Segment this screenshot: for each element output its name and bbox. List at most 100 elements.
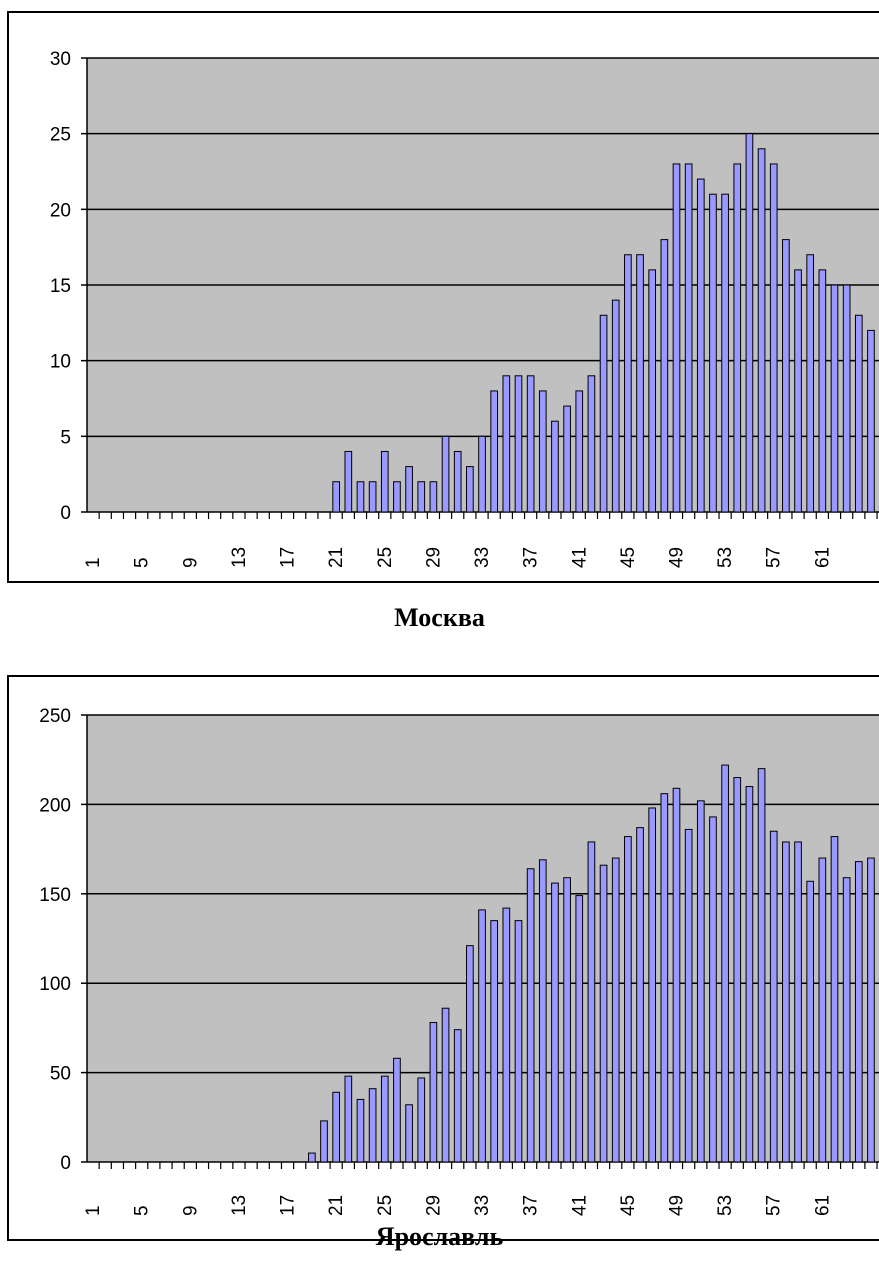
yaroslavl-bar <box>842 877 851 1163</box>
moscow-bar <box>575 390 584 513</box>
yaroslavl-y-tick-label: 250 <box>39 706 71 727</box>
yaroslavl-y-tick-label: 200 <box>39 795 71 816</box>
yaroslavl-x-tick-label: 45 <box>618 1195 639 1216</box>
yaroslavl-bar <box>696 800 705 1163</box>
moscow-bar <box>526 375 535 513</box>
moscow-x-tick-label: 21 <box>326 547 347 568</box>
moscow-bar <box>806 254 815 513</box>
moscow-bar <box>453 450 462 513</box>
yaroslavl-bar <box>648 807 657 1163</box>
moscow-x-tick-label: 49 <box>666 547 687 568</box>
yaroslavl-bar <box>611 857 620 1163</box>
moscow-bar <box>648 269 657 513</box>
moscow-x-tick-label: 61 <box>812 547 833 568</box>
moscow-x-tick-label: 45 <box>618 547 639 568</box>
moscow-bar <box>842 284 851 513</box>
yaroslavl-x-tick-label: 21 <box>326 1195 347 1216</box>
moscow-bar <box>429 481 438 513</box>
moscow-bar <box>794 269 802 513</box>
yaroslavl-bar <box>466 945 474 1163</box>
yaroslavl-bar <box>660 793 669 1163</box>
moscow-bar <box>344 450 353 513</box>
moscow-y-tick-label: 0 <box>60 503 71 524</box>
moscow-bar <box>599 314 608 513</box>
yaroslavl-bar <box>526 868 535 1163</box>
yaroslavl-bar <box>502 907 511 1163</box>
moscow-bar <box>745 133 754 513</box>
moscow-bar <box>538 390 547 513</box>
yaroslavl-bar <box>636 827 644 1163</box>
yaroslavl-bar <box>818 857 827 1163</box>
moscow-bar <box>733 163 742 513</box>
yaroslavl-bar <box>672 787 681 1163</box>
moscow-x-tick-label: 1 <box>83 557 104 568</box>
yaroslavl-bar <box>794 841 802 1163</box>
yaroslavl-bar <box>332 1091 341 1163</box>
moscow-x-tick-label: 33 <box>472 547 493 568</box>
moscow-bar <box>332 481 341 513</box>
yaroslavl-bar <box>368 1088 377 1163</box>
yaroslavl-bar <box>733 777 742 1163</box>
yaroslavl-bar <box>599 864 608 1163</box>
yaroslavl-x-tick-label: 61 <box>812 1195 833 1216</box>
yaroslavl-bar <box>538 859 547 1163</box>
moscow-bar <box>514 375 523 513</box>
moscow-x-tick-label: 37 <box>521 547 542 568</box>
moscow-bar <box>587 375 596 513</box>
yaroslavl-bar <box>441 1007 450 1163</box>
yaroslavl-y-tick-label: 0 <box>60 1153 71 1174</box>
yaroslavl-bar <box>551 882 559 1163</box>
moscow-y-tick-label: 25 <box>50 125 71 146</box>
yaroslavl-bar <box>490 920 499 1163</box>
moscow-bar <box>830 284 839 513</box>
moscow-bar <box>502 375 511 513</box>
yaroslavl-bar <box>745 786 754 1163</box>
moscow-bar <box>356 481 365 513</box>
moscow-x-tick-label: 13 <box>229 547 250 568</box>
moscow-bar <box>684 163 693 513</box>
moscow-y-tick-label: 30 <box>50 49 71 70</box>
moscow-bar <box>368 481 377 513</box>
yaroslavl-y-tick-label: 150 <box>39 885 71 906</box>
moscow-x-tick-label: 25 <box>375 547 396 568</box>
yaroslavl-bar <box>757 768 766 1163</box>
yaroslavl-y-tick-label: 50 <box>50 1064 71 1085</box>
yaroslavl-bar <box>478 909 486 1163</box>
yaroslavl-bar <box>624 836 632 1163</box>
yaroslavl-x-tick-label: 25 <box>375 1195 396 1216</box>
moscow-bar <box>818 269 827 513</box>
yaroslavl-x-tick-label: 9 <box>180 1205 201 1216</box>
yaroslavl-bar <box>806 880 815 1163</box>
yaroslavl-x-tick-label: 33 <box>472 1195 493 1216</box>
yaroslavl-x-tick-label: 5 <box>132 1205 153 1216</box>
moscow-bar <box>636 254 644 513</box>
moscow-x-tick-label: 53 <box>715 547 736 568</box>
yaroslavl-bar <box>563 877 571 1163</box>
yaroslavl-x-tick-label: 41 <box>569 1195 590 1216</box>
moscow-y-tick-label: 5 <box>60 427 71 448</box>
yaroslavl-x-tick-label: 49 <box>666 1195 687 1216</box>
yaroslavl-bar <box>429 1022 438 1163</box>
yaroslavl-bar <box>721 764 729 1163</box>
yaroslavl-bar <box>587 841 596 1163</box>
yaroslavl-x-tick-label: 1 <box>83 1205 104 1216</box>
moscow-bar <box>721 193 729 513</box>
moscow-bar <box>563 405 571 513</box>
yaroslavl-x-tick-label: 57 <box>764 1195 785 1216</box>
yaroslavl-y-tick-label: 100 <box>39 974 71 995</box>
yaroslavl-bar <box>782 841 790 1163</box>
moscow-bar <box>709 193 717 513</box>
yaroslavl-bar <box>453 1029 462 1163</box>
yaroslavl-bar <box>769 830 778 1163</box>
yaroslavl-bar <box>405 1104 413 1163</box>
moscow-x-tick-label: 9 <box>180 557 201 568</box>
moscow-bar <box>624 254 632 513</box>
moscow-y-tick-label: 20 <box>50 200 71 221</box>
moscow-bar <box>466 466 474 513</box>
yaroslavl-bar <box>308 1152 316 1163</box>
moscow-bar <box>441 435 450 513</box>
moscow-bar <box>490 390 499 513</box>
moscow-bar <box>672 163 681 513</box>
yaroslavl-bar <box>344 1075 353 1163</box>
yaroslavl-bar <box>854 861 863 1163</box>
